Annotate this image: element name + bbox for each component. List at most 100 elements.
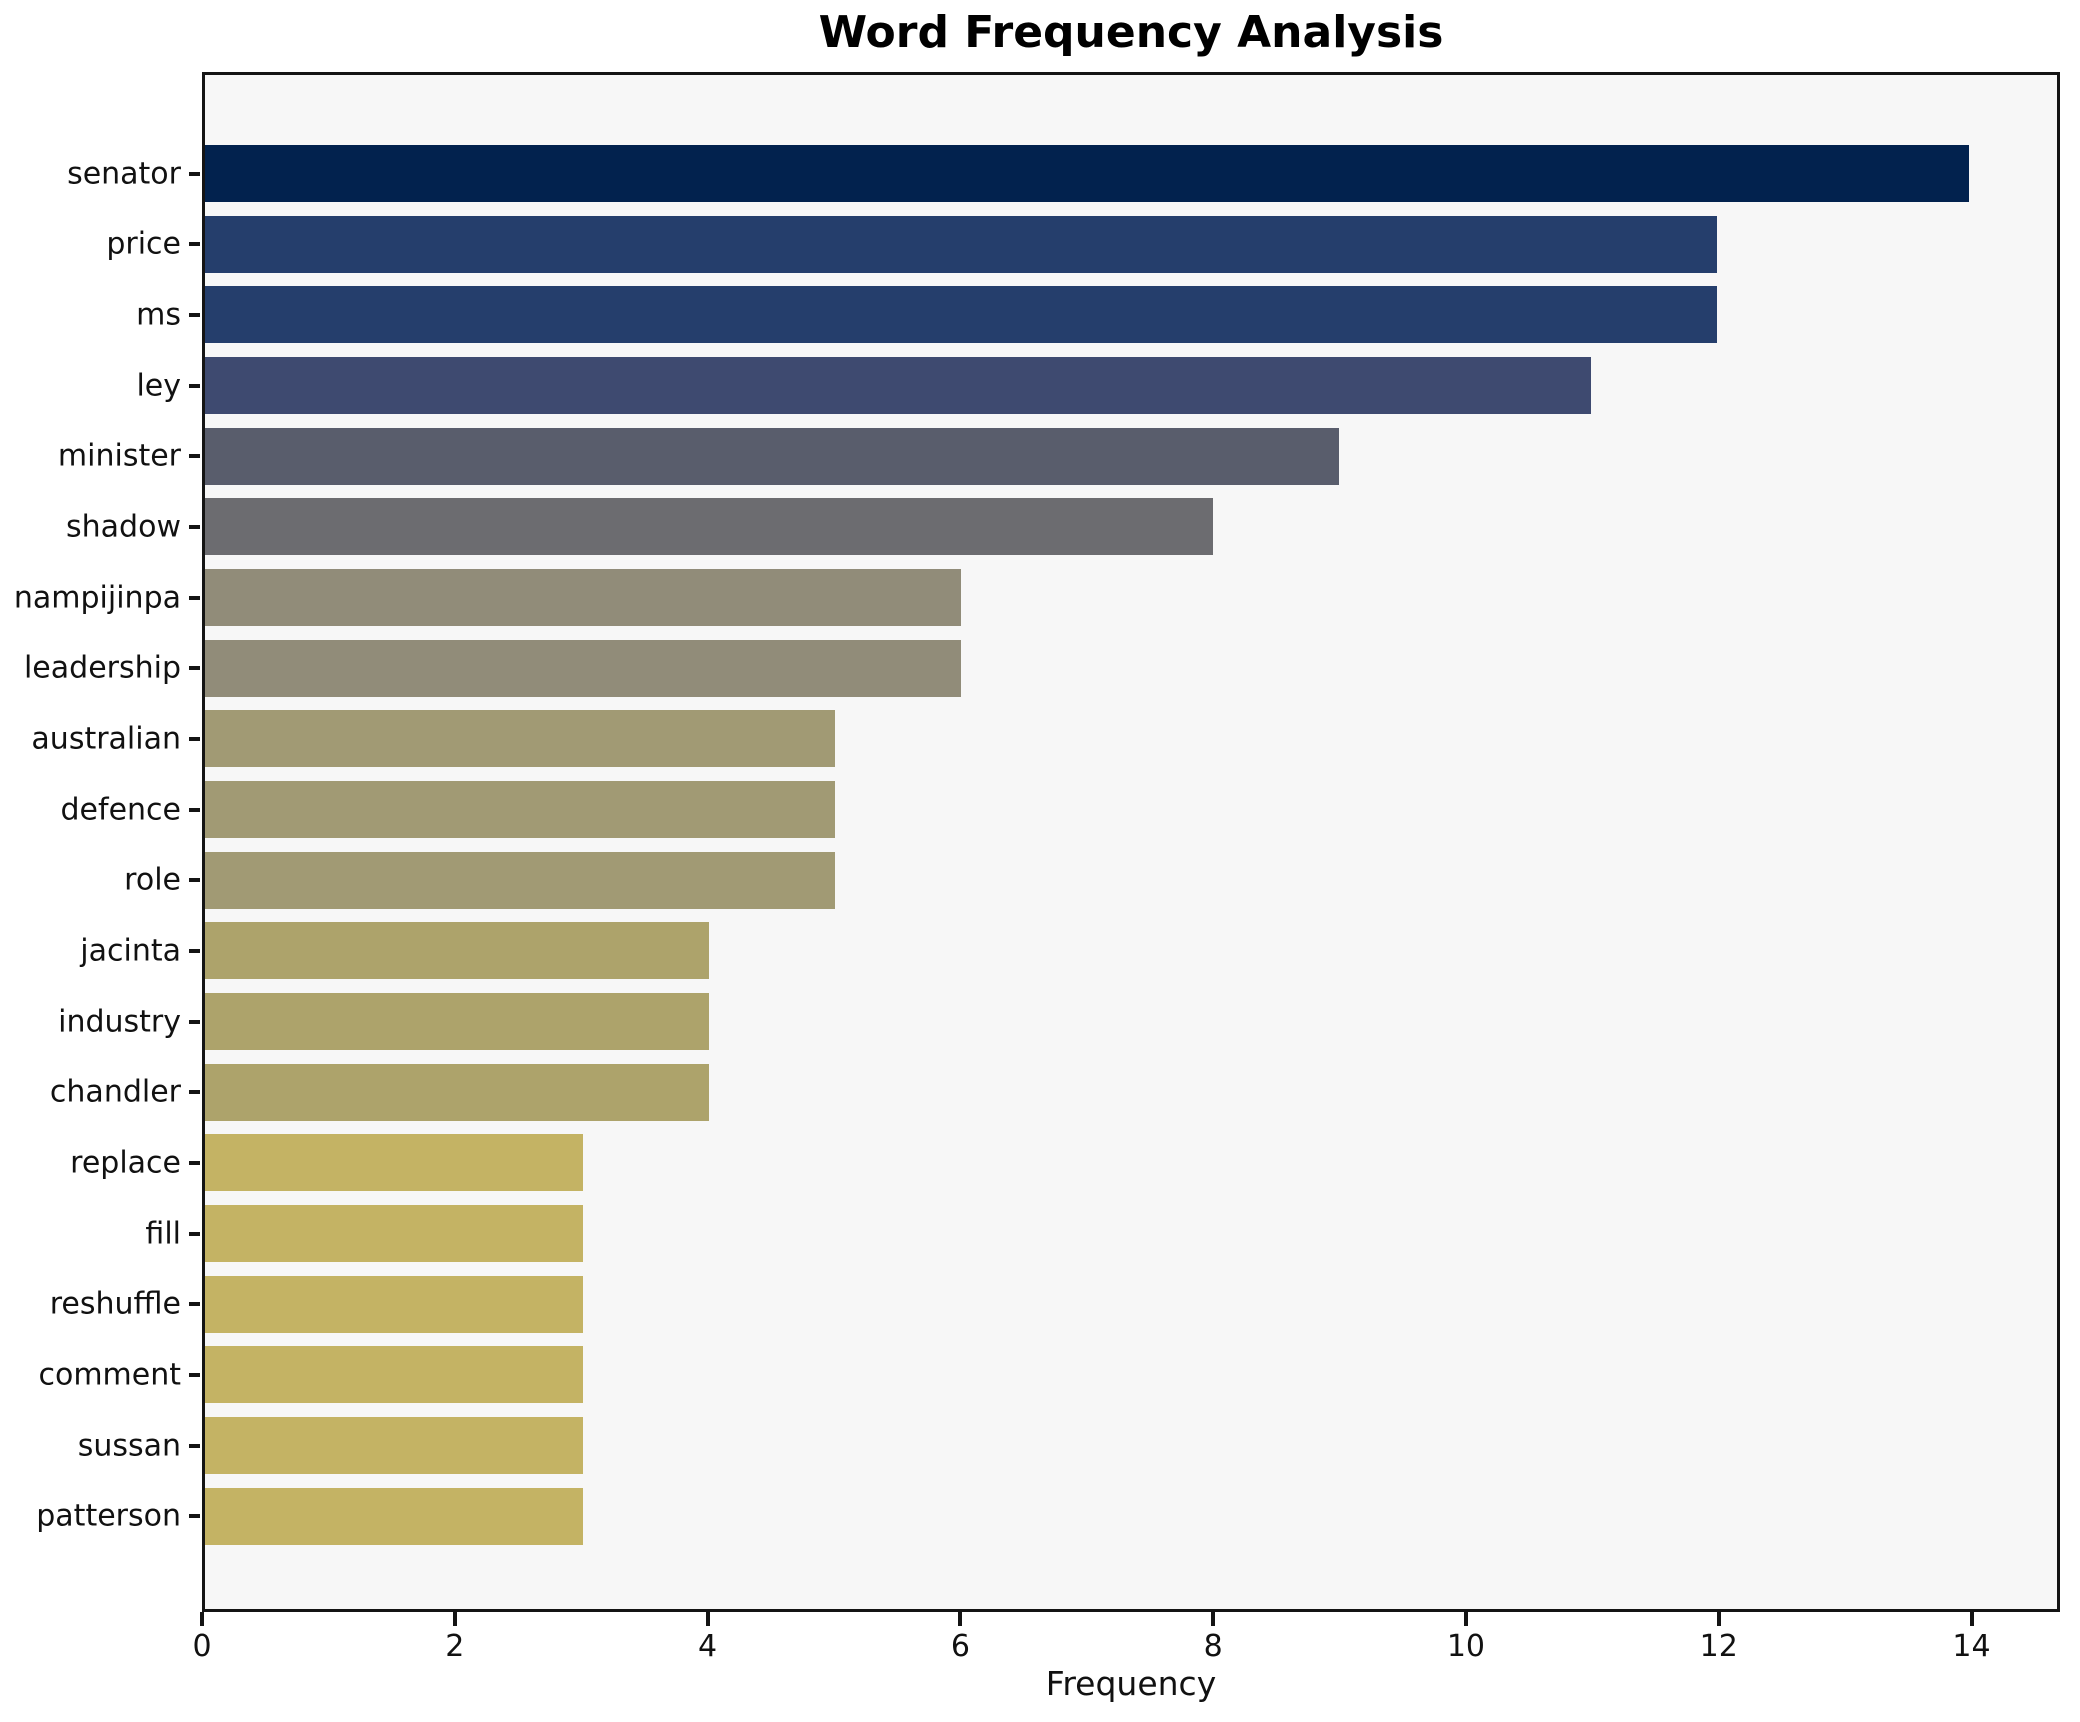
y-tick-mark (189, 807, 200, 812)
bar-row-shadow: shadow (66, 498, 2057, 556)
y-tick-label-nampijinpa: nampijinpa (13, 580, 181, 616)
y-tick-mark (189, 1160, 200, 1165)
y-tick-label-patterson: patterson (36, 1498, 181, 1534)
y-tick-mark (189, 454, 200, 459)
x-tick-mark (705, 1612, 710, 1626)
x-tick-label: 8 (1203, 1629, 1223, 1664)
bar-row-australian: australian (31, 710, 2057, 768)
x-tick-mark (958, 1612, 963, 1626)
bar-jacinta (205, 922, 709, 980)
bar-row-fill: fill (145, 1205, 2057, 1263)
bar-row-jacinta: jacinta (80, 922, 2057, 980)
y-tick-label-price: price (106, 226, 181, 262)
x-tick-label: 4 (698, 1629, 718, 1664)
x-tick-label: 14 (1952, 1629, 1991, 1664)
bar-row-comment: comment (38, 1346, 2057, 1404)
y-tick-mark (189, 736, 200, 741)
bar-row-sussan: sussan (78, 1417, 2057, 1475)
y-tick-label-shadow: shadow (66, 509, 181, 545)
bar-row-senator: senator (67, 145, 2057, 202)
y-tick-label-minister: minister (57, 438, 181, 474)
y-tick-label-ley: ley (136, 368, 181, 404)
y-tick-mark (189, 878, 200, 883)
x-tick-mark (1716, 1612, 1721, 1626)
y-tick-label-reshuffle: reshuffle (49, 1286, 181, 1322)
chart-title: Word Frequency Analysis (818, 7, 1444, 58)
y-tick-mark (189, 1443, 200, 1448)
x-axis-title: Frequency (1045, 1664, 1217, 1703)
bar-row-chandler: chandler (50, 1063, 2057, 1121)
bar-row-replace: replace (70, 1134, 2057, 1192)
bar-row-nampijinpa: nampijinpa (14, 569, 2057, 627)
bar-leadership (205, 639, 961, 697)
bar-row-price: price (106, 215, 2057, 273)
y-tick-label-ms: ms (136, 297, 181, 333)
y-tick-label-leadership: leadership (23, 650, 181, 686)
y-tick-label-senator: senator (67, 156, 181, 191)
bar-australian (205, 710, 835, 768)
bar-reshuffle (205, 1275, 583, 1333)
x-tick-label: 2 (445, 1629, 465, 1664)
bar-price (205, 215, 1717, 273)
y-tick-label-comment: comment (38, 1357, 181, 1393)
bar-row-industry: industry (58, 993, 2057, 1051)
x-tick-mark (1463, 1612, 1468, 1626)
y-tick-label-replace: replace (70, 1145, 181, 1181)
x-tick-mark (452, 1612, 457, 1626)
y-tick-label-defence: defence (60, 792, 181, 828)
y-tick-mark (189, 1302, 200, 1307)
bar-comment (205, 1346, 583, 1404)
y-tick-mark (189, 1372, 200, 1377)
y-tick-mark (189, 1090, 200, 1095)
y-tick-label-chandler: chandler (49, 1074, 181, 1110)
y-tick-mark (189, 948, 200, 953)
x-tick-label: 0 (192, 1629, 212, 1664)
bar-chandler (205, 1063, 709, 1121)
x-tick-mark (1211, 1612, 1216, 1626)
y-tick-mark (189, 242, 200, 247)
bar-row-leadership: leadership (24, 639, 2057, 697)
y-tick-label-industry: industry (58, 1004, 181, 1040)
plot-area: senator price ms ley minister shadow nam… (14, 72, 2060, 1612)
x-tick-mark (1969, 1612, 1974, 1626)
bar-shadow (205, 498, 1213, 556)
y-tick-label-fill: fill (145, 1216, 181, 1252)
x-tick-label: 6 (950, 1629, 970, 1664)
bar-row-patterson: patterson (36, 1487, 2057, 1545)
bar-patterson (205, 1487, 583, 1545)
bar-ley (205, 357, 1591, 415)
x-tick-label: 12 (1699, 1629, 1738, 1664)
bar-minister (205, 427, 1339, 485)
y-tick-mark (189, 595, 200, 600)
y-tick-mark (189, 1019, 200, 1024)
y-tick-mark (189, 524, 200, 529)
x-tick-label: 10 (1446, 1629, 1486, 1664)
bar-sussan (205, 1417, 583, 1475)
y-tick-label-jacinta: jacinta (80, 933, 181, 969)
bar-row-defence: defence (61, 781, 2057, 839)
y-tick-label-australian: australian (31, 721, 181, 757)
y-tick-mark (189, 666, 200, 671)
y-tick-mark (189, 171, 200, 176)
y-tick-label-sussan: sussan (77, 1428, 181, 1464)
bar-industry (205, 993, 709, 1051)
bar-row-ley: ley (136, 357, 2057, 415)
y-tick-mark (189, 383, 200, 388)
x-tick-mark (200, 1612, 204, 1626)
bar-ms (205, 286, 1717, 344)
y-tick-label-role: role (124, 862, 181, 898)
bar-rows-container: senator price ms ley minister shadow nam… (14, 145, 2057, 1545)
bar-row-ms: ms (136, 286, 2057, 344)
bar-row-reshuffle: reshuffle (50, 1275, 2057, 1333)
bar-row-minister: minister (58, 427, 2057, 485)
bar-role (205, 851, 835, 909)
y-tick-mark (189, 1514, 200, 1519)
bar-senator (205, 145, 1969, 202)
bar-defence (205, 781, 835, 839)
bar-nampijinpa (205, 569, 961, 627)
y-tick-mark (189, 312, 200, 317)
bar-replace (205, 1134, 583, 1192)
x-axis: 0 2 4 6 8 10 12 14 (192, 1612, 2060, 1672)
y-tick-mark (189, 1231, 200, 1236)
